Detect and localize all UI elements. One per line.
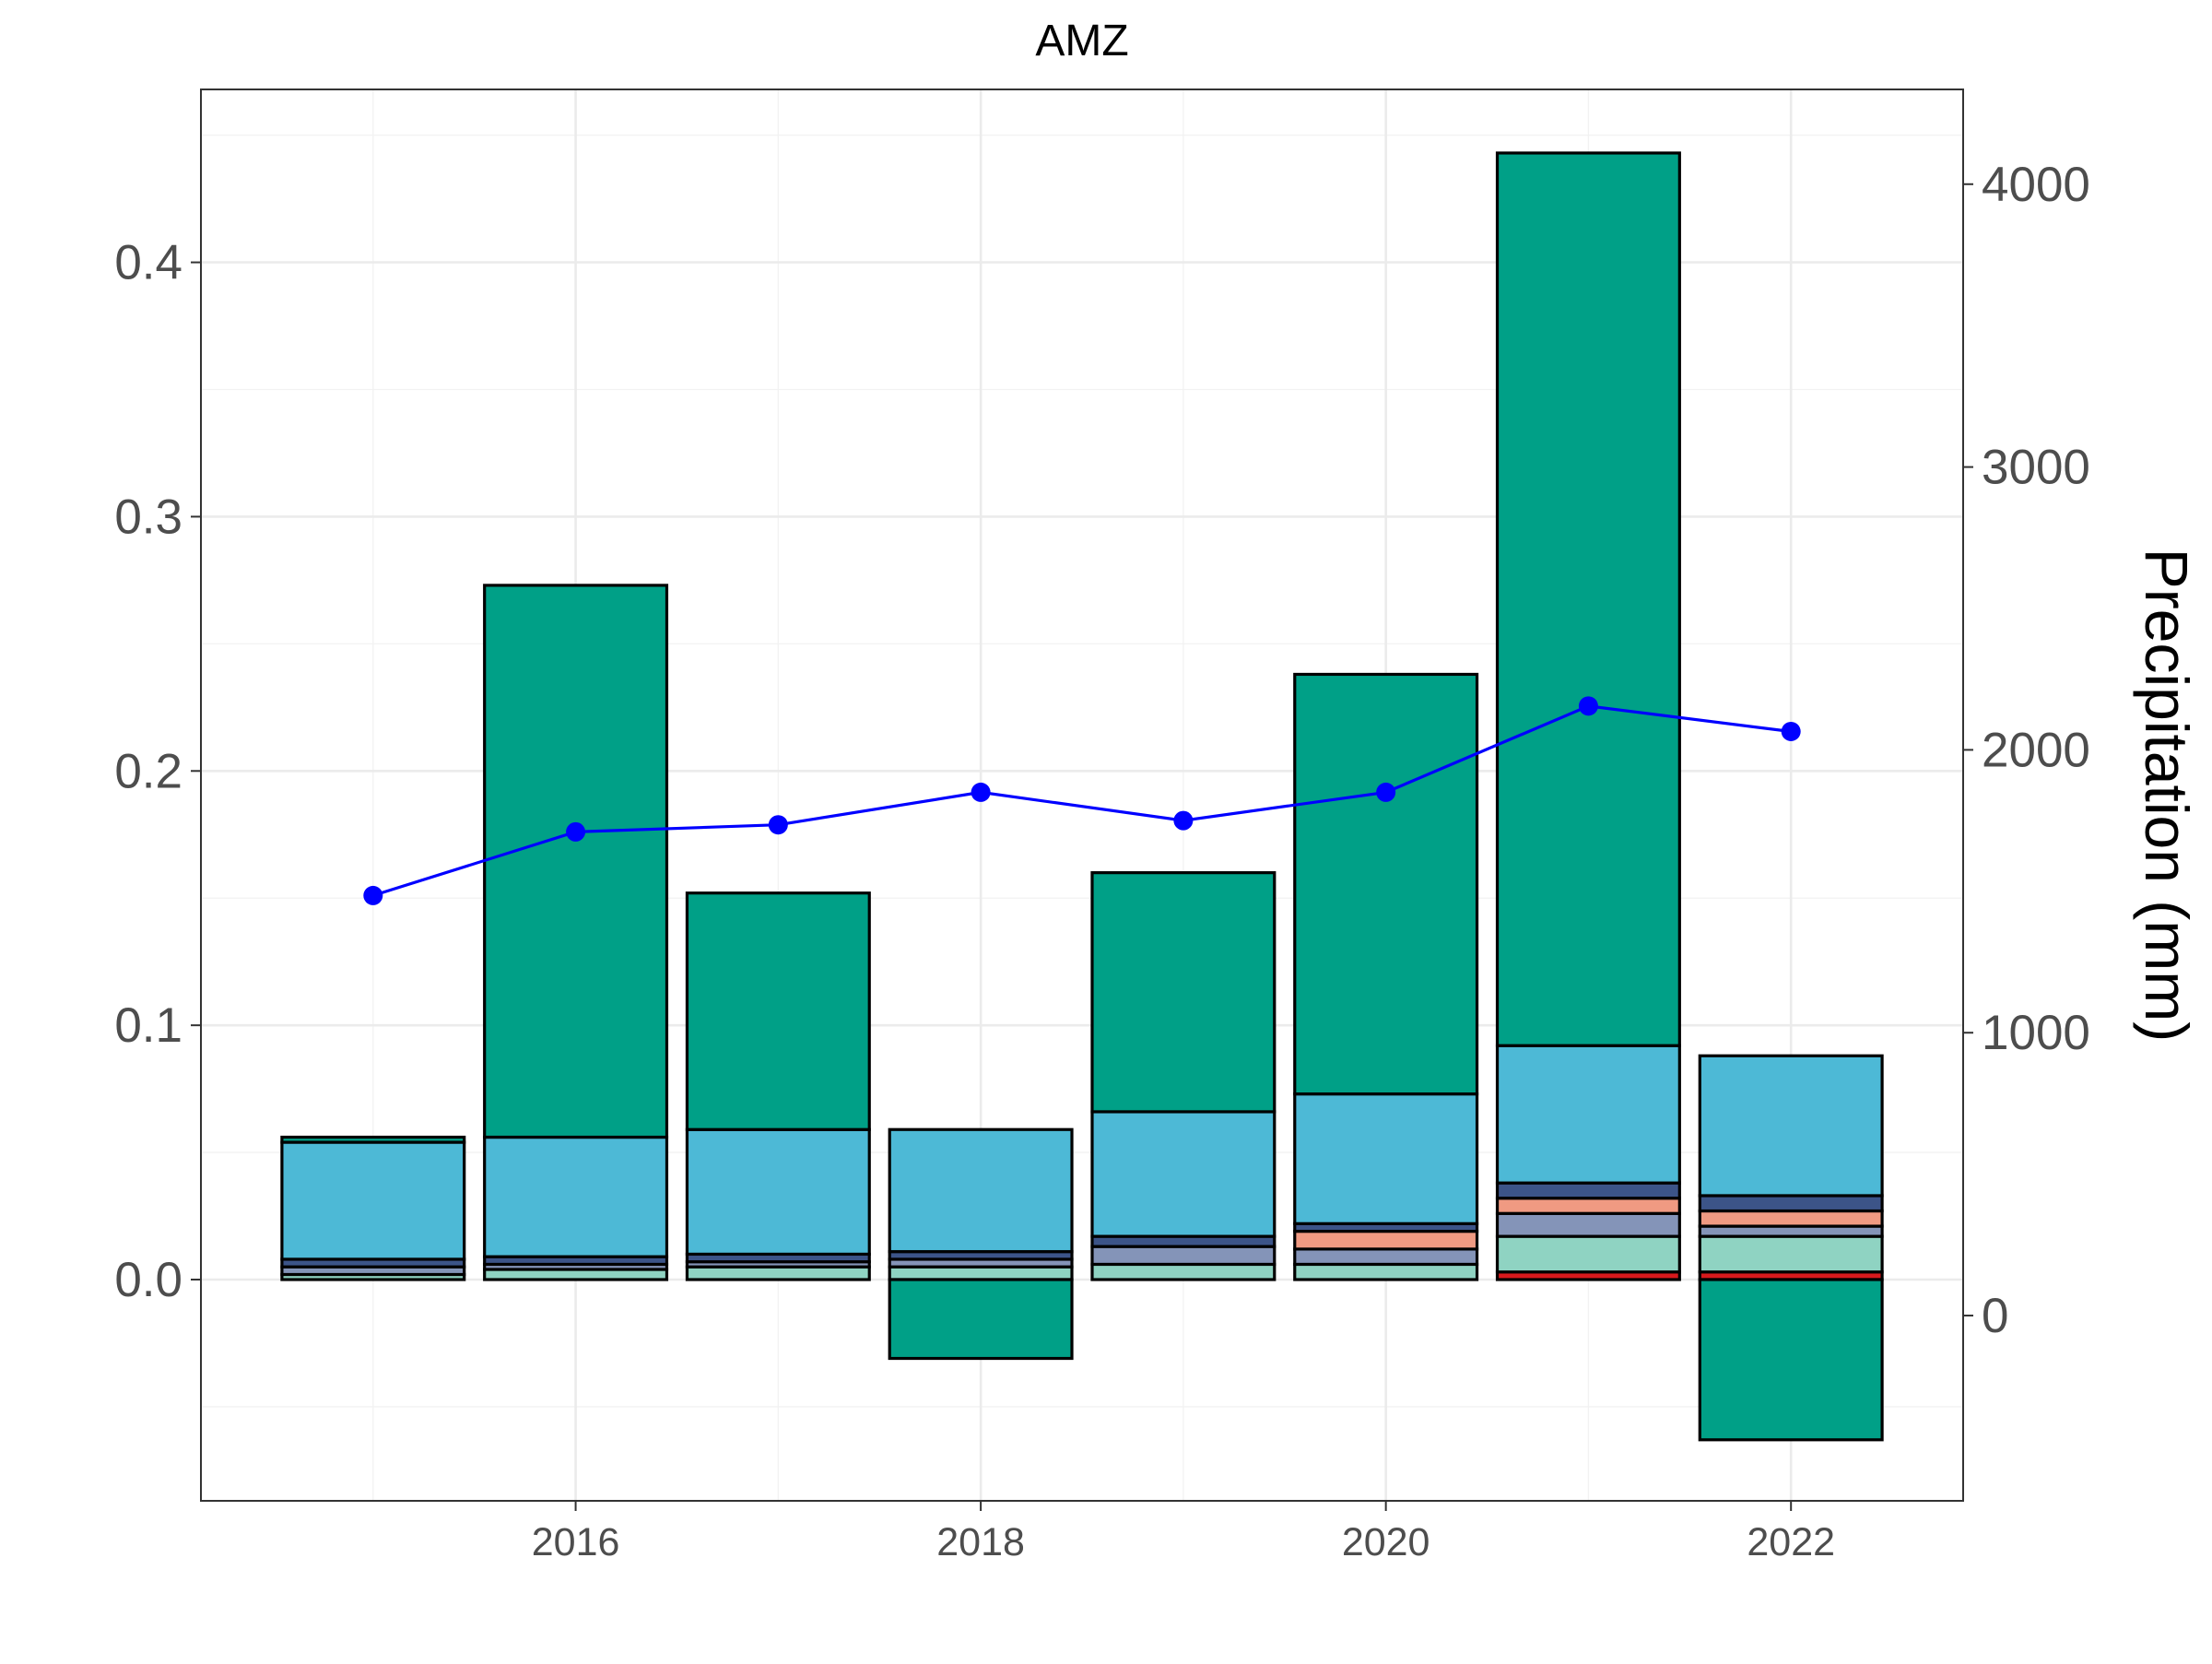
- right-axis-tick-label: 0: [1982, 1289, 2008, 1343]
- precipitation-line: [372, 704, 1792, 897]
- bar-segment-mint: [1495, 1234, 1681, 1274]
- bar-segment-mint: [888, 1265, 1074, 1281]
- bar-segment-slate: [1495, 1211, 1681, 1238]
- bar-segment-salmon: [1293, 1229, 1479, 1251]
- chart-title: AMZ: [1035, 17, 1128, 65]
- right-axis-tick-label: 4000: [1982, 158, 2090, 212]
- x-axis-tick-label: 2022: [1747, 1520, 1835, 1564]
- x-axis-tick-label: 2020: [1342, 1520, 1430, 1564]
- right-axis-tick-label: 1000: [1982, 1006, 2090, 1060]
- precipitation-point: [566, 821, 586, 842]
- bar-2017: [685, 891, 871, 1281]
- precipitation-point: [1173, 810, 1194, 831]
- bar-segment-slate: [1090, 1245, 1277, 1267]
- bar-segment-mint: [1698, 1234, 1884, 1274]
- precipitation-point: [1376, 782, 1396, 802]
- bar-2018: [888, 1127, 1074, 1361]
- precipitation-point: [1781, 721, 1801, 741]
- precipitation-point: [768, 815, 788, 835]
- bars-layer: [280, 151, 1884, 1442]
- bar-segment-sky: [685, 1127, 871, 1257]
- bar-segment-sky: [1698, 1054, 1884, 1198]
- bar-segment-sky: [1495, 1044, 1681, 1185]
- left-axis-tick-label: 0.1: [114, 998, 182, 1053]
- left-axis-tick-label: 0.0: [114, 1253, 182, 1307]
- bar-segment-salmon: [1495, 1197, 1681, 1215]
- left-axis-tick-label: 0.3: [114, 490, 182, 544]
- left-axis-tick-label: 0.4: [114, 236, 182, 290]
- bar-segment-teal: [483, 584, 669, 1139]
- axes-layer: 0.0 0.1 0.2 0.3 0.4 0 1000 2000 3000 4000 2016 2018…: [114, 158, 2090, 1564]
- panel-border: [200, 89, 1964, 1502]
- bar-segment-salmon: [1698, 1209, 1884, 1228]
- bar-segment-teal: [1495, 151, 1681, 1047]
- bar-segment-sky: [888, 1127, 1074, 1254]
- precipitation-point: [1578, 696, 1598, 716]
- bar-2022: [1698, 1054, 1884, 1442]
- bar-segment-navy: [1090, 1234, 1277, 1248]
- precipitation-line-layer: [363, 696, 1801, 905]
- x-axis-tick-label: 2018: [936, 1520, 1025, 1564]
- bar-segment-navy: [1698, 1194, 1884, 1213]
- left-axis-tick-label: 0.2: [114, 744, 182, 798]
- bar-segment-sky: [483, 1135, 669, 1258]
- bar-segment-teal: [1698, 1278, 1884, 1442]
- bar-segment-mint: [1293, 1262, 1479, 1281]
- bar-segment-sky: [280, 1140, 466, 1261]
- bar-segment-sky: [1293, 1092, 1479, 1225]
- precipitation-point: [363, 885, 383, 905]
- bar-2020: [1293, 672, 1479, 1281]
- bar-segment-mint: [1090, 1262, 1277, 1281]
- right-axis-tick-label: 3000: [1982, 441, 2090, 495]
- bar-segment-teal: [280, 1135, 466, 1144]
- bar-segment-teal: [888, 1278, 1074, 1361]
- precipitation-point: [971, 782, 991, 802]
- bar-segment-sky: [1090, 1110, 1277, 1238]
- right-axis-tick-label: 2000: [1982, 723, 2090, 777]
- bar-segment-teal: [1090, 871, 1277, 1114]
- bar-segment-navy: [1495, 1181, 1681, 1200]
- bar-segment-slate: [1293, 1247, 1479, 1267]
- bar-segment-mint: [685, 1265, 871, 1281]
- bar-2016: [483, 584, 669, 1281]
- bar-2015: [280, 1135, 466, 1281]
- right-axis-title: Precipitation (mm): [2133, 549, 2201, 1042]
- bar-2019: [1090, 871, 1277, 1281]
- bar-segment-slate: [1698, 1224, 1884, 1238]
- bar-segment-teal: [685, 891, 871, 1131]
- bar-2021: [1495, 151, 1681, 1281]
- x-axis-tick-label: 2016: [532, 1520, 620, 1564]
- bar-segment-mint: [483, 1268, 669, 1281]
- bar-segment-teal: [1293, 672, 1479, 1096]
